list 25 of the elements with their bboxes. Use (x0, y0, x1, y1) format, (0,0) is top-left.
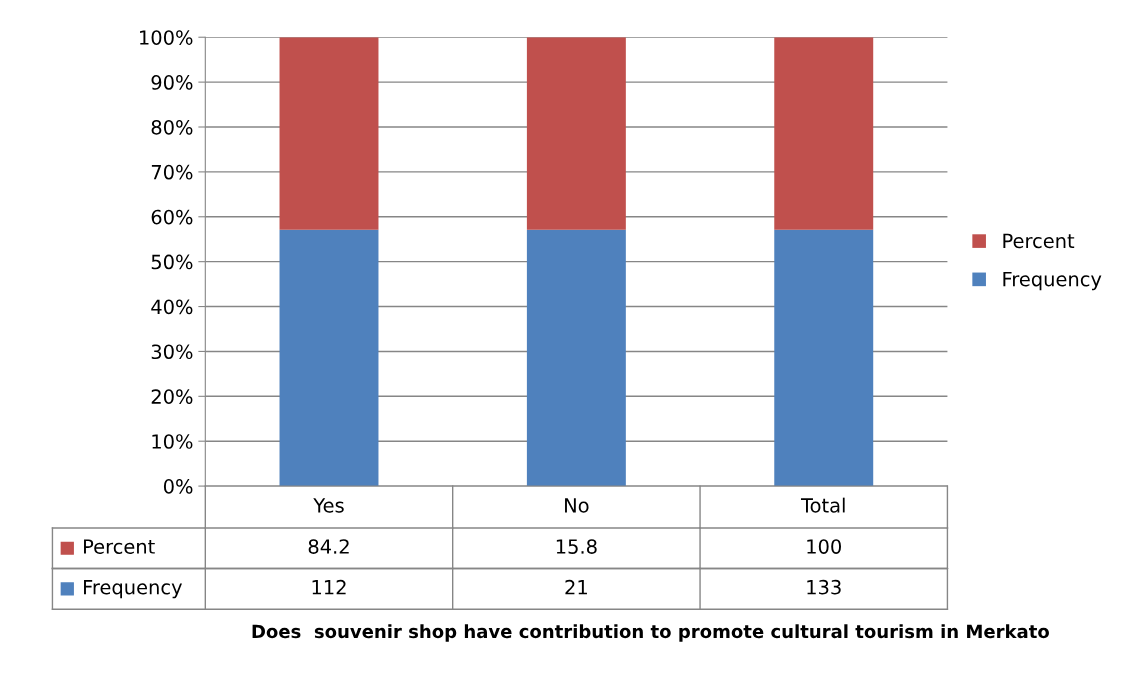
y-tick-label: 0% (163, 479, 193, 494)
text: 84.2 (308, 539, 349, 554)
x-tick-label: No (565, 498, 589, 513)
text: 15.8 (556, 539, 597, 554)
y-tick-label: 60% (151, 209, 193, 225)
y-tick-label: 20% (151, 389, 193, 404)
y-tick-label: 80% (151, 119, 193, 135)
text: 133 (807, 579, 841, 595)
y-tick-label: 40% (151, 299, 193, 315)
y-tick-label: 30% (151, 344, 193, 360)
text: Percent (84, 539, 155, 554)
y-tick-label: 100% (140, 30, 193, 45)
y-tick-label: 90% (151, 75, 193, 90)
text: Frequency (84, 580, 182, 599)
y-tick-label: 10% (152, 434, 193, 449)
y-tick-label: 70% (151, 164, 193, 180)
text: Does souvenir shop have contribution to promote cultural tourism in Merkato (252, 624, 1049, 642)
text: 100 (807, 539, 841, 554)
y-tick-label: 50% (151, 254, 193, 270)
text: 21 (565, 579, 587, 595)
legend-label: Frequency (1003, 271, 1102, 291)
legend-label: Percent (1003, 233, 1075, 249)
x-tick-label: Total (800, 497, 845, 513)
text: 112 (312, 579, 346, 595)
x-tick-label: Yes (313, 498, 344, 513)
